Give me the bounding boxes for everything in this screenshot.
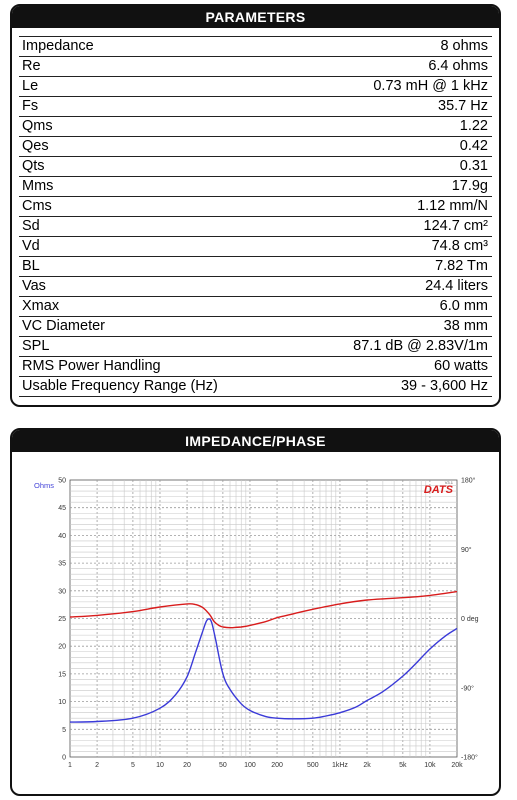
parameter-value: 17.9g	[451, 178, 488, 194]
parameter-value: 1.12 mm/N	[417, 198, 488, 214]
parameter-label: Re	[22, 58, 41, 74]
parameter-value: 38 mm	[443, 318, 488, 334]
y-tick-label-right: 0 deg	[461, 616, 479, 623]
parameter-value: 1.22	[459, 118, 488, 134]
parameters-panel: PARAMETERS Impedance 8 ohms Re 6.4 ohms Le 0.…	[10, 4, 501, 407]
parameter-label: BL	[22, 258, 40, 274]
parameter-value: 0.31	[459, 158, 488, 174]
parameter-label: Mms	[22, 178, 54, 194]
parameter-value: 124.7 cm²	[423, 218, 488, 234]
parameter-label: Cms	[22, 198, 52, 214]
parameter-label: Impedance	[22, 38, 94, 54]
x-tick-label: 20	[183, 762, 191, 769]
parameter-row: Vas 24.4 liters	[19, 277, 492, 297]
parameter-value: 87.1 dB @ 2.83V/1m	[353, 338, 488, 354]
impedance-phase-chart: 1 2 5 10 20 50 100 200 500 1kHz 2k 5k 10k 20k05101520…	[34, 477, 479, 770]
y-tick-label-left: 40	[58, 533, 66, 540]
y-tick-label-right: 90°	[461, 546, 472, 554]
parameter-label: Xmax	[22, 298, 60, 314]
parameter-row: Impedance 8 ohms	[19, 37, 492, 57]
x-tick-label: 500	[307, 762, 319, 769]
y-tick-label-left: 35	[58, 561, 66, 568]
parameter-row: Re 6.4 ohms	[19, 57, 492, 77]
parameter-label: Qts	[22, 158, 45, 174]
y-tick-label-left: 50	[58, 478, 66, 485]
y-tick-label-left: 30	[58, 588, 66, 595]
dats-logo: DATS	[424, 484, 454, 496]
x-tick-label: 1	[68, 762, 72, 769]
y-tick-label-left: 45	[58, 505, 66, 512]
y-tick-label-right: -180°	[461, 754, 478, 762]
parameter-row: VC Diameter 38 mm	[19, 317, 492, 337]
parameter-label: Vd	[22, 238, 40, 254]
impedance-panel: IMPEDANCE/PHASE 1 2 5 10 20 50 100 200 500 1kHz 2k…	[10, 428, 501, 796]
x-tick-label: 5	[131, 762, 135, 769]
parameter-value: 39 - 3,600 Hz	[400, 378, 488, 394]
parameter-row: Qts 0.31	[19, 157, 492, 177]
parameter-value: 0.73 mH @ 1 kHz	[373, 78, 488, 94]
x-tick-label: 10k	[424, 762, 436, 769]
x-tick-label: 100	[244, 762, 256, 769]
parameters-table: Impedance 8 ohms Re 6.4 ohms Le 0.73 mH @ 1 k…	[19, 36, 492, 397]
y-tick-label-left: 0	[62, 755, 66, 762]
y-tick-label-left: 15	[58, 671, 66, 678]
parameter-label: Qms	[22, 118, 53, 134]
y-tick-label-right: 180°	[461, 477, 476, 485]
parameter-label: Fs	[22, 98, 39, 114]
parameter-row: RMS Power Handling 60 watts	[19, 357, 492, 377]
x-tick-label: 10	[156, 762, 164, 769]
parameter-value: 74.8 cm³	[431, 238, 488, 254]
parameter-label: Usable Frequency Range (Hz)	[22, 378, 218, 394]
parameter-row: Usable Frequency Range (Hz) 39 - 3,600 Hz	[19, 377, 492, 397]
parameter-row: Cms 1.12 mm/N	[19, 197, 492, 217]
x-tick-label: 200	[271, 762, 283, 769]
parameter-row: Vd 74.8 cm³	[19, 237, 492, 257]
parameter-row: Le 0.73 mH @ 1 kHz	[19, 77, 492, 97]
parameter-value: 24.4 liters	[425, 278, 488, 294]
x-tick-label: 50	[219, 762, 227, 769]
parameter-value: 8 ohms	[440, 38, 488, 54]
phase-curve	[69, 590, 458, 629]
parameter-row: Xmax 6.0 mm	[19, 297, 492, 317]
parameter-label: Vas	[22, 278, 46, 294]
parameter-label: RMS Power Handling	[22, 358, 161, 374]
x-tick-label: 5k	[399, 762, 407, 769]
parameter-row: BL 7.82 Tm	[19, 257, 492, 277]
parameter-value: 35.7 Hz	[438, 98, 488, 114]
x-tick-label: 2	[95, 762, 99, 769]
parameter-label: VC Diameter	[22, 318, 105, 334]
x-tick-label: 1kHz	[332, 762, 348, 769]
parameter-row: Sd 124.7 cm²	[19, 217, 492, 237]
y-tick-label-right: -90°	[461, 684, 474, 692]
parameter-label: Sd	[22, 218, 40, 234]
ohms-axis-label: Ohms	[34, 481, 54, 490]
parameter-label: Le	[22, 78, 39, 94]
y-tick-label-left: 5	[62, 727, 66, 734]
parameter-value: 0.42	[459, 138, 488, 154]
parameter-row: Mms 17.9g	[19, 177, 492, 197]
y-tick-label-left: 20	[58, 644, 66, 651]
y-tick-label-left: 10	[58, 699, 66, 706]
parameter-label: Qes	[22, 138, 49, 154]
impedance-curve	[69, 618, 458, 723]
parameters-title: PARAMETERS	[12, 6, 499, 28]
parameter-value: 7.82 Tm	[435, 258, 488, 274]
x-tick-label: 20k	[451, 762, 463, 769]
impedance-title: IMPEDANCE/PHASE	[12, 430, 499, 452]
x-tick-label: 2k	[363, 762, 371, 769]
parameter-value: 60 watts	[434, 358, 488, 374]
parameter-row: Qms 1.22	[19, 117, 492, 137]
y-tick-label-left: 25	[58, 616, 66, 623]
parameter-value: 6.0 mm	[439, 298, 488, 314]
parameter-value: 6.4 ohms	[428, 58, 488, 74]
parameter-row: Qes 0.42	[19, 137, 492, 157]
dats-version: V3.1	[445, 480, 454, 485]
parameter-row: Fs 35.7 Hz	[19, 97, 492, 117]
parameter-row: SPL 87.1 dB @ 2.83V/1m	[19, 337, 492, 357]
parameter-label: SPL	[22, 338, 50, 354]
